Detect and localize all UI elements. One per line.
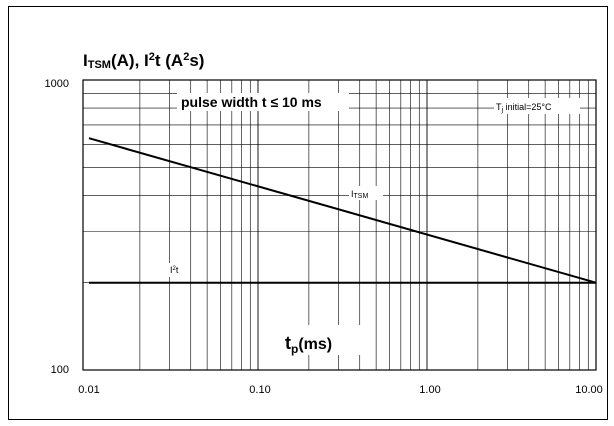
series-group: [88, 137, 597, 284]
xlabel-bg: [281, 325, 369, 355]
tj-prefix: T: [496, 102, 502, 112]
tj-label: Tj initial=25°C: [496, 102, 552, 114]
xlabel-p-sub: p: [291, 342, 298, 356]
itsm-i: I: [351, 189, 354, 199]
plot-border: [82, 79, 597, 371]
tj-sub: j: [501, 107, 504, 114]
i2t-t: t: [176, 265, 179, 275]
itsm-sub: TSM: [354, 193, 369, 200]
title-s-part: s): [189, 51, 204, 70]
x-axis-label: tp(ms): [285, 333, 332, 356]
xlabel-t: t: [285, 333, 291, 353]
itsm-label-bg: [349, 186, 383, 200]
y-tick-100: 100: [51, 364, 69, 376]
itsm-label: ITSM: [351, 189, 368, 200]
x-tick-0.10: 0.10: [249, 384, 270, 396]
chart-frame: ITSM(A), I2t (A2s) 1000 100 0.01 0.10 1.…: [8, 6, 608, 420]
title-a-part: (A), I: [111, 51, 149, 70]
x-tick-10.00: 10.00: [575, 384, 603, 396]
title-squared-1: 2: [149, 51, 155, 63]
xlabel-ms: (ms): [298, 336, 332, 353]
pulse-width-bg: [177, 93, 349, 111]
y-tick-1000: 1000: [45, 78, 69, 90]
i2t-label-bg: [169, 263, 187, 277]
title-squared-2: 2: [183, 51, 189, 63]
tj-bg: [494, 98, 580, 114]
chart-title: ITSM(A), I2t (A2s): [83, 51, 204, 71]
i2t-i: I: [170, 265, 173, 275]
x-tick-0.01: 0.01: [78, 384, 99, 396]
title-tsm-sub: TSM: [88, 59, 111, 71]
i2t-sq: 2: [173, 266, 177, 272]
tj-suffix: initial=25°C: [503, 102, 552, 112]
i2t-label: I2t: [170, 265, 179, 275]
pulse-width-label: pulse width t ≤ 10 ms: [181, 94, 322, 110]
grid: [83, 80, 596, 370]
title-i: I: [83, 51, 88, 70]
series-line-itsm: [88, 137, 597, 284]
x-tick-1.00: 1.00: [419, 384, 440, 396]
title-t-part: t (A: [155, 51, 183, 70]
chart-svg: ITSM(A), I2t (A2s) 1000 100 0.01 0.10 1.…: [45, 51, 603, 396]
